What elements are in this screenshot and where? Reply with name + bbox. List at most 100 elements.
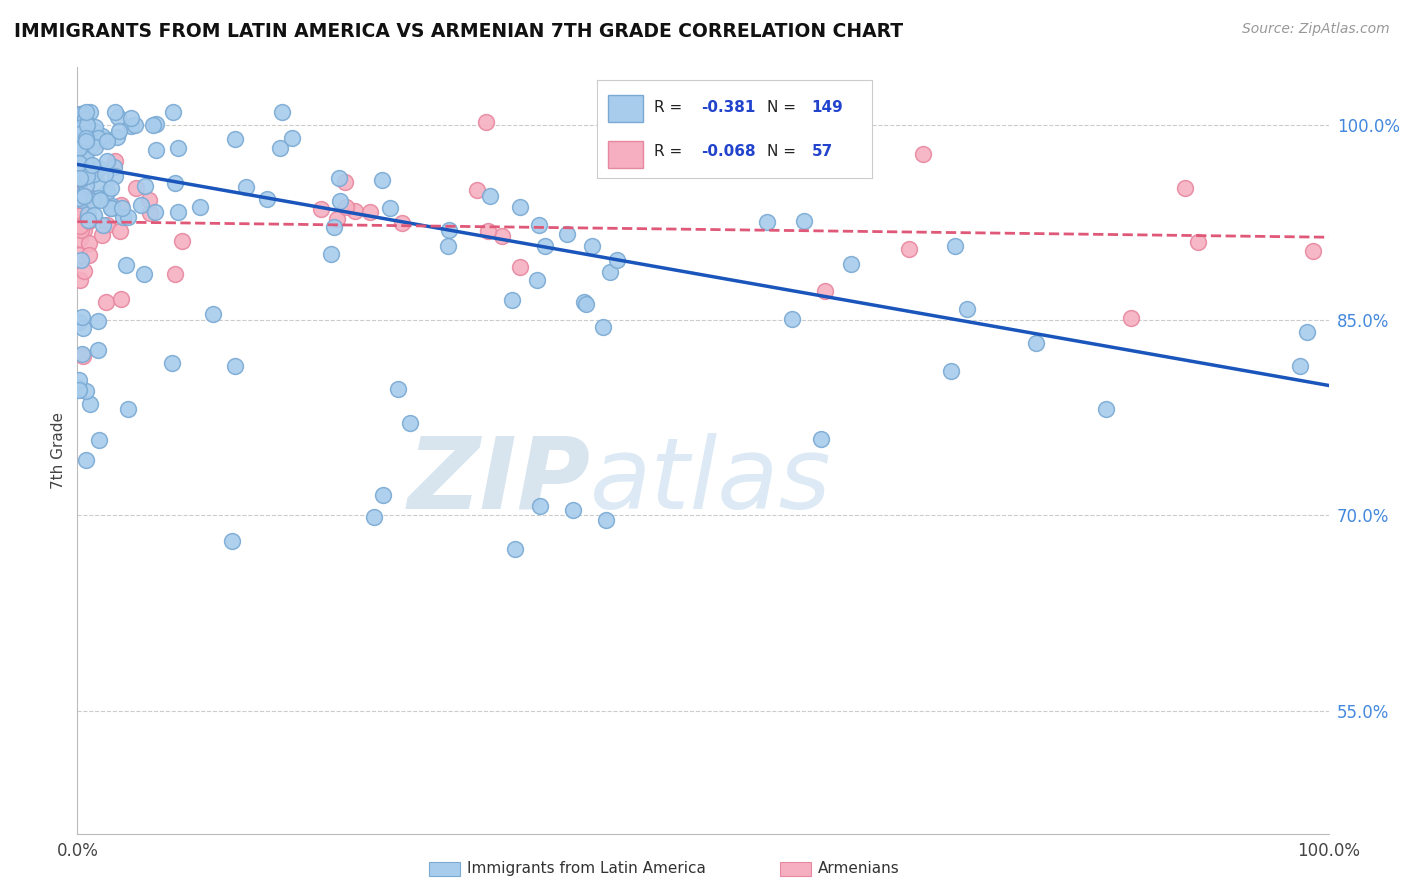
Point — [76, 211, 98, 225]
Point — [75, 134, 97, 148]
Point — [572, 294, 595, 309]
Point — [839, 257, 862, 271]
Point — [96, 153, 118, 168]
Point — [101, 199, 124, 213]
Point — [120, 111, 142, 125]
Point — [134, 179, 156, 194]
Point — [75, 152, 97, 166]
Point — [96, 219, 118, 233]
Point — [72, 120, 94, 135]
Point — [605, 253, 627, 268]
Point — [69, 107, 91, 121]
Point — [309, 202, 332, 216]
Point — [529, 218, 551, 232]
Point — [134, 267, 156, 281]
Point — [67, 172, 90, 186]
Point — [595, 513, 617, 527]
Point — [72, 349, 94, 363]
Point — [96, 134, 118, 148]
Point — [1119, 310, 1142, 325]
Point — [69, 208, 91, 222]
Point — [160, 356, 183, 370]
Point — [87, 178, 110, 192]
Point — [87, 343, 110, 358]
Point — [73, 188, 96, 202]
Point — [143, 204, 166, 219]
Point — [75, 178, 97, 193]
Point — [1025, 335, 1047, 350]
Point — [533, 239, 555, 253]
Point — [87, 134, 110, 148]
Text: Immigrants from Latin America: Immigrants from Latin America — [467, 862, 706, 876]
Point — [1289, 359, 1312, 373]
Point — [110, 292, 132, 306]
Point — [82, 194, 104, 208]
Point — [526, 273, 548, 287]
Point — [371, 172, 394, 186]
Point — [373, 487, 395, 501]
Point — [509, 260, 531, 274]
Point — [333, 175, 356, 189]
Point — [124, 118, 146, 132]
Point — [378, 201, 401, 215]
Point — [117, 401, 139, 416]
Point — [70, 310, 93, 324]
Point — [76, 119, 98, 133]
Point — [67, 170, 90, 185]
Point — [166, 141, 188, 155]
Point — [108, 224, 131, 238]
Point — [72, 134, 94, 148]
Point — [780, 312, 803, 326]
Point — [477, 224, 499, 238]
Point — [96, 185, 118, 199]
Point — [70, 194, 93, 208]
Point — [224, 359, 246, 373]
Point — [592, 320, 614, 334]
Point — [323, 220, 346, 235]
Point — [67, 381, 90, 395]
Point — [911, 146, 934, 161]
Text: Armenians: Armenians — [818, 862, 900, 876]
Point — [75, 453, 97, 467]
Point — [69, 171, 91, 186]
Point — [465, 183, 488, 197]
Point — [70, 145, 93, 159]
Point — [235, 180, 257, 194]
Point — [77, 161, 100, 176]
Point — [329, 194, 352, 208]
Point — [561, 503, 583, 517]
Point — [67, 182, 90, 196]
Point — [83, 167, 105, 181]
Point — [79, 105, 101, 120]
Point — [163, 176, 186, 190]
Point — [1296, 326, 1319, 340]
Point — [755, 215, 778, 229]
Point — [281, 130, 304, 145]
Point — [70, 223, 93, 237]
Point — [1174, 181, 1197, 195]
Point — [72, 143, 94, 157]
Point — [94, 132, 117, 146]
Point — [69, 219, 91, 233]
Point — [94, 167, 117, 181]
Point — [103, 105, 125, 120]
Point — [335, 200, 357, 214]
Point — [91, 218, 114, 232]
Point — [100, 201, 122, 215]
Point — [86, 314, 108, 328]
Point — [67, 373, 90, 387]
Point — [814, 284, 837, 298]
Point — [73, 223, 96, 237]
Point — [89, 193, 111, 207]
Point — [145, 143, 167, 157]
Point — [319, 247, 342, 261]
Point — [86, 163, 108, 178]
Point — [79, 397, 101, 411]
Point — [94, 295, 117, 310]
Point — [898, 242, 921, 256]
Point — [129, 198, 152, 212]
Text: Source: ZipAtlas.com: Source: ZipAtlas.com — [1241, 22, 1389, 37]
Point — [70, 198, 93, 212]
Point — [87, 161, 110, 175]
Point — [87, 131, 110, 145]
